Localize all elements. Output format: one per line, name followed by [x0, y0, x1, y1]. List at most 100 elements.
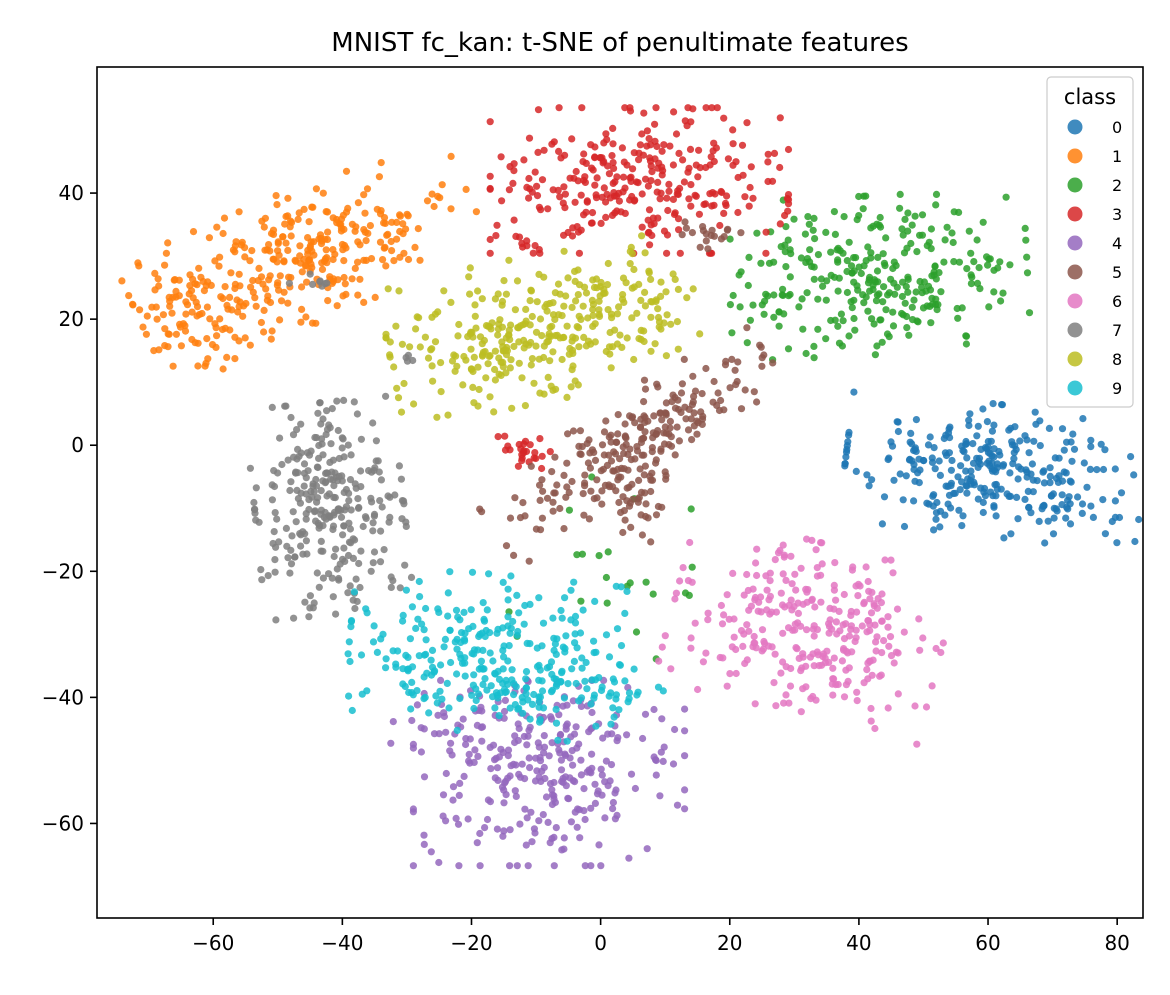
point-class-2 — [873, 220, 881, 228]
point-class-6 — [812, 546, 820, 554]
point-class-6 — [782, 576, 790, 585]
point-class-8 — [486, 393, 494, 401]
point-class-6 — [813, 564, 821, 572]
point-class-1 — [310, 251, 318, 259]
point-class-2 — [985, 303, 993, 311]
point-class-3 — [610, 189, 618, 197]
point-class-9 — [508, 666, 516, 674]
point-class-3 — [660, 141, 668, 149]
point-class-7 — [333, 565, 341, 573]
point-class-8 — [641, 302, 650, 310]
point-class-7 — [282, 402, 290, 410]
point-class-7 — [369, 419, 377, 427]
point-class-9 — [468, 568, 477, 576]
point-class-0 — [1025, 449, 1033, 457]
point-class-4 — [477, 703, 485, 711]
point-class-9 — [526, 715, 534, 723]
point-class-9 — [522, 690, 530, 698]
point-class-2 — [880, 259, 889, 267]
point-class-1 — [318, 265, 327, 273]
point-class-5 — [728, 355, 736, 363]
point-class-3 — [572, 167, 580, 176]
point-class-6 — [853, 688, 861, 696]
point-class-8 — [628, 314, 636, 322]
point-class-7 — [264, 572, 272, 580]
point-class-8 — [500, 277, 508, 285]
point-class-1 — [261, 246, 269, 254]
point-class-7 — [335, 505, 343, 513]
point-class-7 — [297, 420, 305, 428]
point-class-0 — [850, 388, 858, 396]
point-class-9 — [408, 678, 416, 687]
point-class-3 — [621, 104, 629, 112]
point-class-3 — [746, 183, 754, 192]
point-class-0 — [1032, 420, 1040, 428]
point-class-2 — [908, 303, 916, 311]
point-class-0 — [841, 460, 849, 468]
point-class-3 — [749, 194, 757, 202]
point-class-7 — [293, 426, 301, 434]
point-class-8 — [437, 388, 445, 396]
point-class-0 — [1099, 496, 1107, 504]
point-class-3 — [621, 184, 629, 192]
point-class-6 — [777, 589, 785, 597]
point-class-4 — [435, 730, 443, 738]
point-class-8 — [510, 342, 518, 351]
point-class-2 — [927, 225, 936, 233]
point-class-5 — [576, 427, 585, 435]
point-class-5 — [532, 525, 541, 533]
point-class-6 — [667, 665, 675, 673]
point-class-9 — [444, 589, 452, 597]
point-class-3 — [734, 173, 742, 182]
point-class-7 — [338, 444, 346, 452]
point-class-3 — [638, 190, 646, 198]
point-class-9 — [369, 638, 378, 646]
point-class-4 — [546, 780, 555, 788]
point-class-9 — [561, 594, 569, 602]
legend-marker — [1067, 322, 1083, 338]
point-class-3 — [581, 178, 590, 186]
point-class-2 — [880, 283, 888, 291]
point-class-1 — [298, 305, 306, 313]
point-class-7 — [347, 506, 355, 514]
point-class-3 — [609, 179, 617, 187]
point-class-8 — [471, 312, 479, 320]
point-class-4 — [413, 701, 421, 709]
point-class-8 — [667, 320, 675, 328]
point-class-8 — [673, 318, 682, 326]
point-class-1 — [220, 214, 229, 222]
point-class-6 — [864, 675, 872, 683]
legend-marker — [1067, 206, 1083, 222]
point-class-3 — [486, 235, 494, 244]
x-tick-label: 0 — [594, 931, 607, 955]
point-class-3 — [645, 206, 654, 214]
point-class-5 — [536, 481, 544, 489]
point-class-4 — [544, 818, 552, 827]
point-class-2 — [850, 278, 858, 286]
point-class-7 — [352, 575, 360, 583]
point-class-5 — [737, 405, 746, 413]
point-class-8 — [574, 324, 583, 332]
point-class-2 — [795, 303, 803, 311]
point-class-9 — [567, 616, 575, 624]
point-class-7 — [306, 270, 314, 278]
point-class-1 — [324, 228, 332, 236]
point-class-2 — [843, 257, 851, 265]
point-class-5 — [640, 376, 649, 384]
point-class-2 — [799, 325, 807, 333]
point-class-6 — [803, 535, 811, 543]
point-class-4 — [473, 839, 481, 847]
point-class-6 — [787, 552, 795, 560]
point-class-1 — [182, 298, 190, 306]
point-class-1 — [336, 220, 344, 228]
point-class-3 — [642, 175, 650, 183]
point-class-0 — [983, 459, 991, 467]
point-class-0 — [1068, 457, 1076, 465]
point-class-7 — [287, 478, 295, 486]
point-class-2 — [804, 213, 812, 221]
point-class-2 — [1023, 269, 1032, 277]
point-class-1 — [337, 227, 345, 235]
point-class-3 — [529, 249, 537, 257]
point-class-8 — [544, 373, 552, 381]
point-class-0 — [1014, 515, 1022, 523]
